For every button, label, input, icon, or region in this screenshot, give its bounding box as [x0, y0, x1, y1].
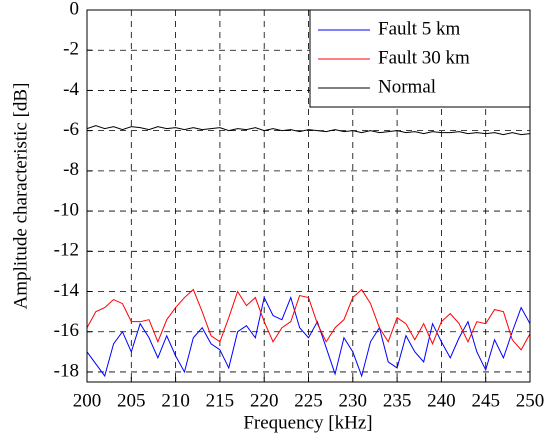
y-axis-label: Amplitude characteristic [dB]	[10, 83, 31, 310]
y-tick-label: -14	[54, 280, 80, 301]
legend-label: Fault 5 km	[378, 18, 461, 39]
series-line	[86, 296, 531, 378]
x-axis-label: Frequency [kHz]	[243, 412, 372, 433]
y-tick-label: 0	[70, 0, 80, 19]
x-tick-label: 205	[117, 390, 146, 411]
x-tick-label: 240	[427, 390, 456, 411]
x-tick-label: 245	[471, 390, 500, 411]
x-tick-label: 250	[516, 390, 545, 411]
x-tick-label: 220	[250, 390, 279, 411]
legend-label: Fault 30 km	[378, 47, 470, 68]
series-line	[86, 125, 531, 136]
legend-label: Normal	[378, 76, 436, 97]
y-tick-label: -4	[63, 79, 79, 100]
y-tick-label: -18	[54, 360, 79, 381]
y-tick-label: -2	[63, 39, 79, 60]
y-tick-label: -10	[54, 199, 79, 220]
series-line	[86, 288, 531, 351]
x-tick-label: 215	[206, 390, 235, 411]
x-tick-label: 225	[294, 390, 323, 411]
y-tick-label: -16	[54, 320, 79, 341]
y-tick-label: -12	[54, 240, 79, 261]
x-tick-label: 200	[73, 390, 102, 411]
y-tick-label: -8	[63, 159, 79, 180]
x-tick-label: 210	[161, 390, 190, 411]
plot-frame	[86, 9, 531, 383]
x-tick-label: 230	[339, 390, 368, 411]
y-tick-label: -6	[63, 119, 79, 140]
x-tick-label: 235	[383, 390, 412, 411]
